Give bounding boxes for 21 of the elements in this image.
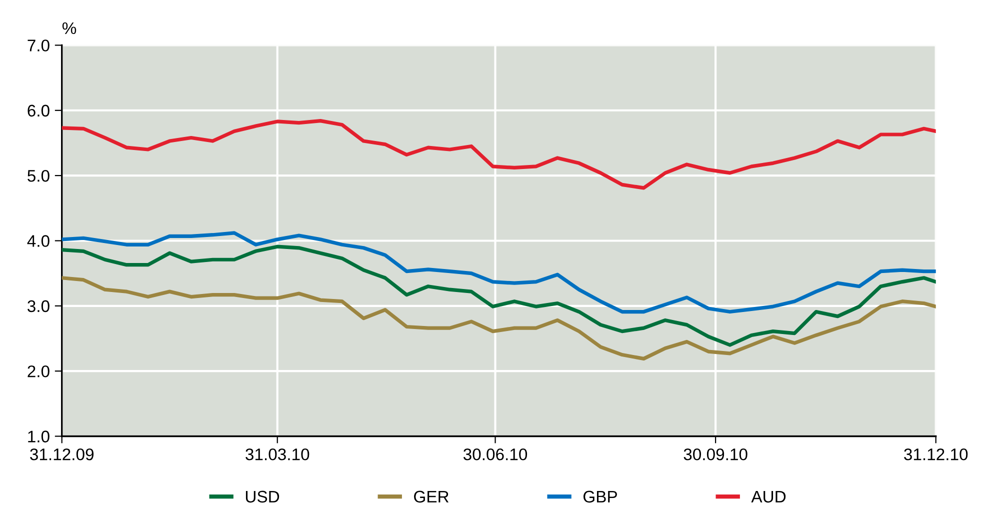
legend-label: AUD [751,490,786,503]
y-tick-label: 5.0 [28,170,50,182]
legend-label: GER [414,490,449,503]
y-tick-label: 2.0 [28,365,50,378]
x-tick-label: 31.03.10 [246,448,310,460]
y-tick-label: 4.0 [27,235,50,247]
x-tick-label: 30.06.10 [463,448,528,460]
y-tick-label: 1.0 [28,430,50,442]
line-series [62,244,936,347]
legend-label: USD [246,490,280,503]
legend-label: GBP [583,490,617,503]
line-series [62,119,936,190]
y-tick-label: 6.0 [28,104,50,117]
y-tick-label: 3.0 [28,300,50,312]
line-series [62,231,936,314]
line-series [62,276,936,360]
y-tick-label: 7.0 [28,40,50,52]
x-tick-label: 31.12.09 [30,448,94,460]
y-axis-title: % [62,22,76,34]
x-tick-label: 30.09.10 [684,448,748,460]
x-tick-label: 31.12.10 [904,448,968,460]
